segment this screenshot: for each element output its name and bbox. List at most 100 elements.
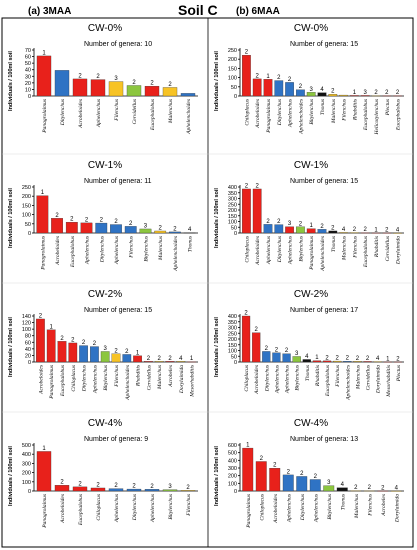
x-tick-label: Rhabditis [352, 99, 358, 121]
genera-count: Number of genera: 9 [84, 436, 148, 443]
y-tick-label: 50 [25, 61, 31, 67]
data-label: 2 [256, 73, 260, 79]
y-tick-label: 60 [25, 55, 31, 61]
data-label: 2 [96, 74, 100, 80]
bar [322, 360, 332, 363]
bar [285, 226, 294, 234]
y-tick-label: 300 [228, 197, 237, 203]
y-axis-label: Individuals / 100ml soil [8, 317, 14, 377]
bar [122, 354, 132, 363]
y-axis-label: Individuals / 100ml soil [214, 446, 220, 506]
y-tick-label: 10 [25, 87, 31, 93]
bar [111, 353, 121, 363]
data-label: 2 [60, 480, 64, 486]
data-label: 2 [244, 311, 248, 317]
x-tick-label: Ditylenchus [82, 365, 88, 392]
data-label: 3 [114, 76, 118, 82]
y-tick-label: 50 [231, 85, 237, 91]
bar [263, 79, 273, 97]
y-tick-label: 100 [228, 220, 237, 226]
y-tick-label: 80 [25, 334, 31, 340]
y-tick-label: 400 [22, 452, 31, 458]
bar [274, 224, 284, 234]
y-tick-label: 0 [234, 231, 237, 237]
x-tick-label: Panagrolaimus [42, 99, 48, 134]
bar [144, 489, 160, 492]
x-tick-label: Cervidellus [132, 99, 138, 124]
bar [282, 474, 294, 492]
x-tick-label: Dorylaimida [179, 365, 185, 394]
y-axis-label: Individuals / 100ml soil [214, 188, 220, 248]
header-right: (b) 6MAA [236, 6, 280, 17]
bar [312, 360, 322, 363]
x-tick-label: Ditylenchus [300, 494, 306, 521]
y-tick-label: 120 [22, 321, 31, 327]
bar [242, 188, 251, 234]
x-tick-label: Aphelenchus [150, 494, 156, 523]
header-center: Soil C [178, 2, 218, 18]
y-tick-label: 60 [25, 340, 31, 346]
y-tick-label: 350 [228, 320, 237, 326]
data-label: 1 [246, 443, 250, 449]
data-label: 2 [39, 313, 43, 319]
bar [393, 361, 403, 363]
data-label: 2 [260, 456, 264, 462]
bar [36, 195, 49, 234]
data-label: 1 [41, 190, 45, 196]
x-tick-label: Eucephalobus [60, 365, 66, 397]
data-label: 1 [386, 356, 390, 362]
data-label: 2 [287, 469, 291, 475]
x-tick-label: Bitylenchus [327, 494, 333, 520]
bar [242, 55, 251, 97]
data-label: 2 [331, 89, 335, 95]
bar [363, 361, 372, 363]
y-tick-label: 50 [25, 222, 31, 228]
x-tick-label: Dorylaimida [394, 494, 400, 523]
bar [36, 318, 45, 363]
y-tick-label: 350 [228, 191, 237, 197]
x-tick-label: Cervidellus [366, 365, 372, 390]
bar [371, 232, 381, 234]
data-label: 4 [305, 354, 309, 360]
data-label: 1 [42, 50, 46, 56]
y-tick-label: 150 [228, 214, 237, 220]
x-tick-label: Dorylaimida [376, 365, 382, 394]
chart-panels: CW-0% Number of genera: 10 Individuals / 1… [8, 23, 404, 529]
x-tick-label: Ditylenchus [264, 365, 270, 392]
x-tick-label: Chiloplacus [244, 236, 250, 263]
x-tick-label: Acrobeles [381, 494, 387, 517]
y-tick-label: 0 [28, 94, 31, 100]
data-label: 3 [288, 221, 292, 227]
data-label: 1 [190, 356, 194, 362]
genera-count: Number of genera: 15 [290, 41, 358, 48]
x-tick-label: Acrobeloides [38, 365, 44, 395]
y-tick-label: 0 [28, 360, 31, 366]
y-tick-label: 200 [22, 471, 31, 477]
x-tick-label: Filenchus [335, 365, 341, 388]
data-label: 2 [354, 485, 358, 491]
chart-panel: CW-1% Number of genera: 15 Individuals / 1… [214, 160, 404, 272]
bar [154, 361, 164, 363]
data-label: 4 [320, 87, 324, 93]
bar [144, 85, 160, 97]
data-label: 4 [341, 482, 345, 488]
data-label: 1 [266, 74, 270, 80]
bar [382, 232, 392, 234]
data-label: 2 [93, 341, 97, 347]
data-label: 4 [376, 356, 380, 362]
x-tick-label: Panagrolaimus [40, 236, 46, 271]
bar [306, 92, 316, 97]
panel-title: CW-2% [88, 289, 122, 300]
y-tick-label: 20 [25, 353, 31, 359]
bar [108, 81, 124, 97]
bar [126, 488, 142, 492]
data-label: 2 [114, 483, 118, 489]
y-tick-label: 70 [25, 48, 31, 54]
data-label: 2 [299, 84, 303, 90]
data-label: 3 [168, 484, 172, 490]
data-label: 2 [273, 463, 277, 469]
bar [272, 352, 281, 363]
x-tick-label: Aphelenchus [96, 99, 102, 128]
bar [68, 342, 78, 363]
data-label: 2 [364, 227, 368, 233]
